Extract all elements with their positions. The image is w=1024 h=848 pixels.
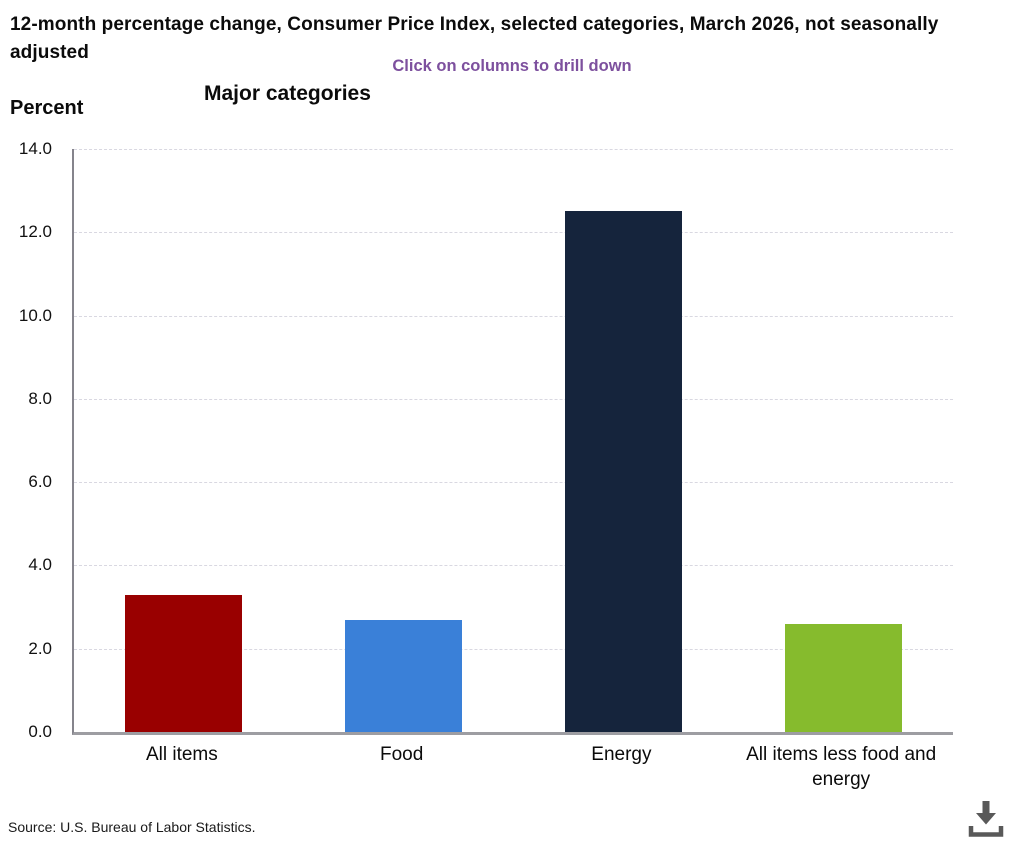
gridline — [74, 149, 953, 150]
y-tick-label: 10.0 — [18, 305, 52, 325]
x-tick-label: All items less food and energy — [746, 744, 937, 790]
bar-energy[interactable] — [564, 211, 682, 732]
gridline — [74, 398, 953, 400]
bar-food[interactable] — [345, 619, 463, 732]
y-tick-label: 8.0 — [28, 388, 52, 408]
page-title: 12-month percentage change, Consumer Pri… — [10, 14, 939, 63]
y-axis-title: Percent — [10, 97, 84, 119]
y-tick-label: 12.0 — [18, 222, 52, 242]
x-tick-label: Food — [379, 744, 424, 765]
y-tick-label: 2.0 — [28, 638, 52, 658]
gridline — [74, 232, 953, 234]
source-note: Source: U.S. Bureau of Labor Statistics. — [8, 819, 256, 835]
gridline — [74, 482, 953, 484]
bar-all-items[interactable] — [125, 594, 243, 732]
chart-title: Major categories — [204, 82, 371, 105]
gridline — [74, 565, 953, 567]
x-tick-label: All items — [145, 744, 218, 765]
y-tick-label: 14.0 — [18, 139, 52, 158]
y-tick-label: 0.0 — [28, 722, 52, 741]
gridline — [74, 648, 953, 650]
gridline — [74, 315, 953, 317]
plot-area — [72, 149, 953, 735]
x-tick-label: Energy — [591, 744, 652, 765]
download-icon — [968, 801, 1004, 837]
y-tick-label: 4.0 — [28, 555, 52, 575]
y-tick-label: 6.0 — [28, 472, 52, 492]
drilldown-hint: Click on columns to drill down — [392, 57, 632, 75]
download-button[interactable] — [964, 797, 1008, 841]
bar-all-items-less-food-and-energy[interactable] — [784, 623, 902, 732]
